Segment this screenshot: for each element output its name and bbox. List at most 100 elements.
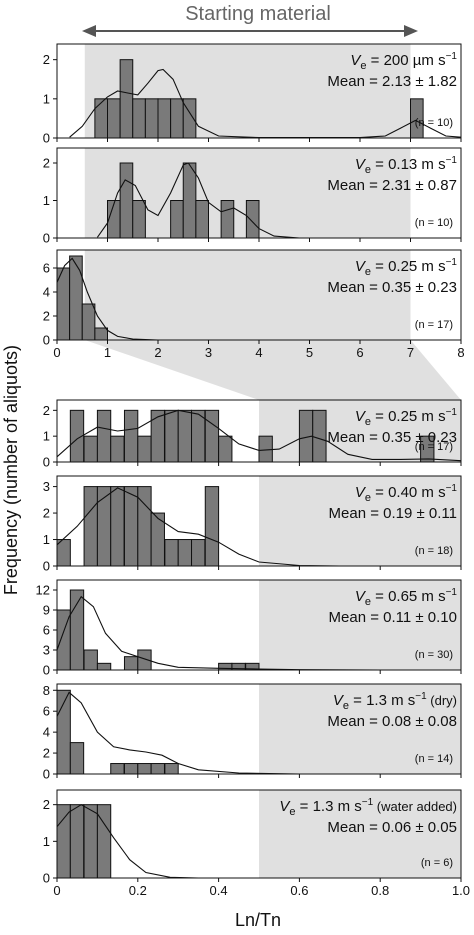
histogram-bar [96, 662, 112, 671]
density-curve [56, 409, 462, 462]
density-curve [56, 257, 159, 341]
y-tick-label: 6 [43, 261, 50, 276]
mean-label: Mean = 0.11 ± 0.10 [329, 609, 457, 626]
mean-label: Mean = 0.08 ± 0.08 [327, 713, 457, 730]
x-tick-label: 1 [104, 345, 111, 360]
y-tick-label: 8 [43, 683, 50, 698]
panel-frame [56, 399, 462, 463]
arrow-head-left-icon [82, 25, 96, 37]
panel-frame [56, 475, 462, 567]
y-tick-label: 1 [43, 193, 50, 208]
y-axis-label: Frequency (number of aliquots) [1, 345, 21, 595]
x-tick-label: 6 [356, 345, 363, 360]
velocity-label: Ve = 0.25 m s−1 [355, 257, 458, 278]
y-tick-label: 0 [43, 663, 50, 678]
histogram-bar [258, 435, 273, 463]
density-curve [56, 691, 461, 775]
mean-label: Mean = 0.06 ± 0.05 [327, 819, 457, 836]
velocity-label: Ve = 200 µm s−1 [350, 51, 457, 72]
y-tick-label: 0 [43, 559, 50, 574]
shaded-connector [84, 340, 462, 400]
histogram-bar [204, 409, 220, 463]
y-tick-label: 2 [43, 52, 50, 67]
y-tick-label: 12 [36, 583, 50, 598]
starting-material-label: Starting material [185, 3, 331, 25]
y-tick-label: 0 [43, 333, 50, 348]
histogram-bar [164, 763, 179, 775]
histogram-bar [170, 98, 184, 139]
y-tick-label: 0 [43, 131, 50, 146]
y-tick-label: 2 [43, 797, 50, 812]
y-tick-label: 9 [43, 603, 50, 618]
panel-7: 0 2 4 6 8 Ve = 1.3 m s−1 (dry)Mean = 0.08 ± 0… [43, 683, 462, 782]
histogram-bar [96, 409, 112, 463]
density-curve [56, 804, 199, 879]
density-curve [96, 162, 300, 239]
histogram-bar [123, 763, 139, 775]
y-tick-label: 0 [43, 455, 50, 470]
histogram-bar [137, 486, 152, 567]
sample-count-label: (n = 17) [415, 441, 453, 453]
velocity-label: Ve = 1.3 m s−1 (water added) [279, 797, 457, 818]
velocity-label: Ve = 0.40 m s−1 [355, 483, 458, 504]
histogram-bar [110, 435, 125, 463]
x-tick-label: 4 [255, 345, 262, 360]
x-tick-label: 2 [154, 345, 161, 360]
sample-count-label: (n = 10) [415, 117, 453, 129]
y-tick-label: 1 [43, 429, 50, 444]
histogram-bar [150, 409, 165, 463]
x-tick-label: 0 [53, 345, 60, 360]
histogram-bar [144, 98, 159, 139]
histogram-bar [56, 804, 71, 879]
sample-count-label: (n = 6) [421, 857, 453, 869]
y-tick-label: 6 [43, 704, 50, 719]
x-tick-label: 0.2 [129, 883, 147, 898]
histogram-bar [164, 409, 179, 463]
histogram-bar [110, 486, 125, 567]
histogram-bar [119, 162, 134, 239]
density-curve [56, 487, 340, 567]
panel-frame [56, 789, 462, 879]
histogram-bar [137, 435, 152, 463]
y-tick-label: 2 [43, 746, 50, 761]
x-tick-label: 8 [457, 345, 464, 360]
y-tick-label: 3 [43, 479, 50, 494]
shaded-region [259, 580, 461, 670]
sample-count-label: (n = 14) [415, 753, 453, 765]
histogram-bar [83, 804, 98, 879]
histogram-bar [123, 656, 139, 671]
histogram-bar [69, 804, 85, 879]
histogram-bar [96, 486, 112, 567]
histogram-bar [83, 486, 98, 567]
y-tick-label: 1 [43, 532, 50, 547]
x-tick-label: 1.0 [452, 883, 470, 898]
y-tick-label: 2 [43, 403, 50, 418]
y-tick-label: 4 [43, 285, 50, 300]
histogram-bar [150, 763, 165, 775]
starting-material-header: Starting material [82, 3, 418, 37]
sample-count-label: (n = 10) [415, 217, 453, 229]
histogram-bar [83, 435, 98, 463]
histogram-bar [123, 409, 139, 463]
histogram-bar [110, 763, 125, 775]
y-tick-label: 2 [43, 156, 50, 171]
shaded-region [84, 250, 411, 340]
histogram-bar [218, 435, 233, 463]
histogram-bar [245, 200, 260, 239]
histogram-bar [69, 742, 85, 775]
velocity-label: Ve = 1.3 m s−1 (dry) [333, 691, 457, 712]
histogram-bar [119, 59, 134, 139]
mean-label: Mean = 0.35 ± 0.23 [327, 429, 457, 446]
histogram-bar [204, 486, 220, 567]
histogram-bar [83, 649, 98, 671]
histogram-bar [94, 327, 108, 341]
x-tick-label: 0.4 [210, 883, 228, 898]
sample-count-label: (n = 17) [415, 319, 453, 331]
histogram-bar [94, 98, 108, 139]
velocity-label: Ve = 0.13 m s−1 [355, 155, 458, 176]
histogram-bar [177, 409, 193, 463]
